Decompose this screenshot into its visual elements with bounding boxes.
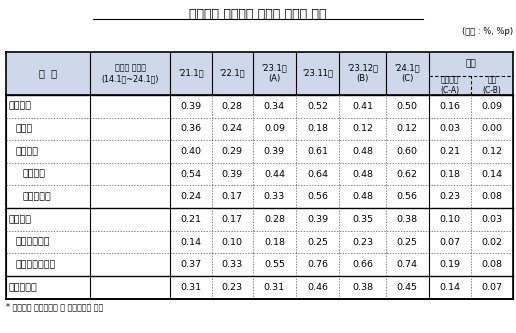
Text: 0.45: 0.45 bbox=[397, 283, 417, 292]
Text: 0.36: 0.36 bbox=[181, 124, 202, 134]
Text: 중소법인: 중소법인 bbox=[22, 169, 45, 179]
Text: 0.10: 0.10 bbox=[222, 237, 243, 247]
Text: 기업대출: 기업대출 bbox=[9, 102, 32, 111]
Text: 0.23: 0.23 bbox=[222, 283, 243, 292]
Text: 0.12: 0.12 bbox=[352, 124, 373, 134]
Text: 0.38: 0.38 bbox=[352, 283, 373, 292]
Text: 0.50: 0.50 bbox=[397, 102, 417, 111]
Text: 0.60: 0.60 bbox=[397, 147, 417, 156]
Text: 0.48: 0.48 bbox=[352, 147, 373, 156]
Text: 0.14: 0.14 bbox=[439, 283, 460, 292]
Text: 0.52: 0.52 bbox=[307, 102, 328, 111]
Text: 0.12: 0.12 bbox=[482, 147, 503, 156]
Text: 0.37: 0.37 bbox=[181, 260, 202, 269]
Text: 0.31: 0.31 bbox=[181, 283, 202, 292]
Text: 개인사업자: 개인사업자 bbox=[22, 192, 51, 201]
Text: '21.1말: '21.1말 bbox=[179, 69, 204, 78]
Text: 0.07: 0.07 bbox=[482, 283, 503, 292]
Text: 0.07: 0.07 bbox=[439, 237, 460, 247]
Text: 0.56: 0.56 bbox=[397, 192, 417, 201]
Text: 0.56: 0.56 bbox=[307, 192, 328, 201]
Text: (단위 : %, %p): (단위 : %, %p) bbox=[462, 27, 513, 36]
Text: 0.18: 0.18 bbox=[264, 237, 285, 247]
Text: 0.19: 0.19 bbox=[439, 260, 460, 269]
Text: 0.08: 0.08 bbox=[482, 192, 503, 201]
Text: 0.18: 0.18 bbox=[307, 124, 328, 134]
Text: 0.62: 0.62 bbox=[397, 169, 417, 179]
Text: 0.21: 0.21 bbox=[439, 147, 460, 156]
Text: 0.21: 0.21 bbox=[181, 215, 202, 224]
Text: 0.14: 0.14 bbox=[181, 237, 202, 247]
Text: 0.09: 0.09 bbox=[264, 124, 285, 134]
Text: 0.54: 0.54 bbox=[181, 169, 202, 179]
Text: 0.03: 0.03 bbox=[439, 124, 460, 134]
Text: 주택담보대출: 주택담보대출 bbox=[15, 237, 50, 247]
Text: 0.10: 0.10 bbox=[439, 215, 460, 224]
Text: 0.64: 0.64 bbox=[307, 169, 328, 179]
Text: 0.76: 0.76 bbox=[307, 260, 328, 269]
Text: 0.39: 0.39 bbox=[264, 147, 285, 156]
Text: * 은행계정 원화대출금 및 신탁대출금 기준: * 은행계정 원화대출금 및 신탁대출금 기준 bbox=[6, 302, 103, 312]
Text: 가계신용대출등: 가계신용대출등 bbox=[15, 260, 56, 269]
Text: 0.09: 0.09 bbox=[482, 102, 503, 111]
Text: 국내은행 원화대출 부문별 연체율 추이: 국내은행 원화대출 부문별 연체율 추이 bbox=[189, 8, 327, 22]
Text: 0.18: 0.18 bbox=[439, 169, 460, 179]
Text: '24.1말
(C): '24.1말 (C) bbox=[394, 64, 420, 83]
Text: 원화대출계: 원화대출계 bbox=[9, 283, 38, 292]
Text: 0.25: 0.25 bbox=[307, 237, 328, 247]
Text: 0.23: 0.23 bbox=[439, 192, 460, 201]
Text: 구  분: 구 분 bbox=[39, 68, 57, 78]
Text: 증감: 증감 bbox=[465, 59, 476, 68]
Text: 0.44: 0.44 bbox=[264, 169, 285, 179]
Text: 0.16: 0.16 bbox=[439, 102, 460, 111]
Text: 0.39: 0.39 bbox=[181, 102, 202, 111]
Text: 0.41: 0.41 bbox=[352, 102, 373, 111]
Text: 0.33: 0.33 bbox=[222, 260, 243, 269]
Text: 0.55: 0.55 bbox=[264, 260, 285, 269]
Text: 0.38: 0.38 bbox=[397, 215, 418, 224]
Text: 0.12: 0.12 bbox=[397, 124, 417, 134]
Text: 0.24: 0.24 bbox=[181, 192, 202, 201]
Text: 가계대출: 가계대출 bbox=[9, 215, 32, 224]
Text: 전년동월
(C-A): 전년동월 (C-A) bbox=[440, 76, 459, 95]
Text: 0.03: 0.03 bbox=[481, 215, 503, 224]
Text: 0.39: 0.39 bbox=[222, 169, 243, 179]
Text: 0.46: 0.46 bbox=[307, 283, 328, 292]
Text: 0.39: 0.39 bbox=[307, 215, 328, 224]
Text: 전월
(C-B): 전월 (C-B) bbox=[483, 76, 502, 95]
Text: '23.1말
(A): '23.1말 (A) bbox=[262, 64, 287, 83]
Text: 0.08: 0.08 bbox=[482, 260, 503, 269]
Text: 0.61: 0.61 bbox=[307, 147, 328, 156]
Text: 0.17: 0.17 bbox=[222, 215, 243, 224]
Text: 연체율 시계열
(14.1말~24.1말): 연체율 시계열 (14.1말~24.1말) bbox=[101, 64, 159, 83]
Text: 0.28: 0.28 bbox=[222, 102, 243, 111]
Text: 0.00: 0.00 bbox=[482, 124, 503, 134]
Text: 0.23: 0.23 bbox=[352, 237, 373, 247]
Text: 0.48: 0.48 bbox=[352, 192, 373, 201]
Text: 0.02: 0.02 bbox=[482, 237, 503, 247]
Text: 0.28: 0.28 bbox=[264, 215, 285, 224]
Text: 대기업: 대기업 bbox=[15, 124, 33, 134]
Text: 0.34: 0.34 bbox=[264, 102, 285, 111]
Text: 0.24: 0.24 bbox=[222, 124, 243, 134]
Text: 0.33: 0.33 bbox=[264, 192, 285, 201]
Text: '23.12말
(B): '23.12말 (B) bbox=[347, 64, 378, 83]
Text: '23.11말: '23.11말 bbox=[302, 69, 333, 78]
Text: 0.74: 0.74 bbox=[397, 260, 417, 269]
Text: 0.17: 0.17 bbox=[222, 192, 243, 201]
Text: 0.48: 0.48 bbox=[352, 169, 373, 179]
Text: 0.35: 0.35 bbox=[352, 215, 373, 224]
Text: 0.40: 0.40 bbox=[181, 147, 202, 156]
Text: 0.31: 0.31 bbox=[264, 283, 285, 292]
Text: '22.1말: '22.1말 bbox=[219, 69, 245, 78]
Text: 0.25: 0.25 bbox=[397, 237, 417, 247]
Text: 0.66: 0.66 bbox=[352, 260, 373, 269]
Text: 중소기업: 중소기업 bbox=[15, 147, 39, 156]
Text: 0.29: 0.29 bbox=[222, 147, 243, 156]
Text: 0.14: 0.14 bbox=[482, 169, 503, 179]
